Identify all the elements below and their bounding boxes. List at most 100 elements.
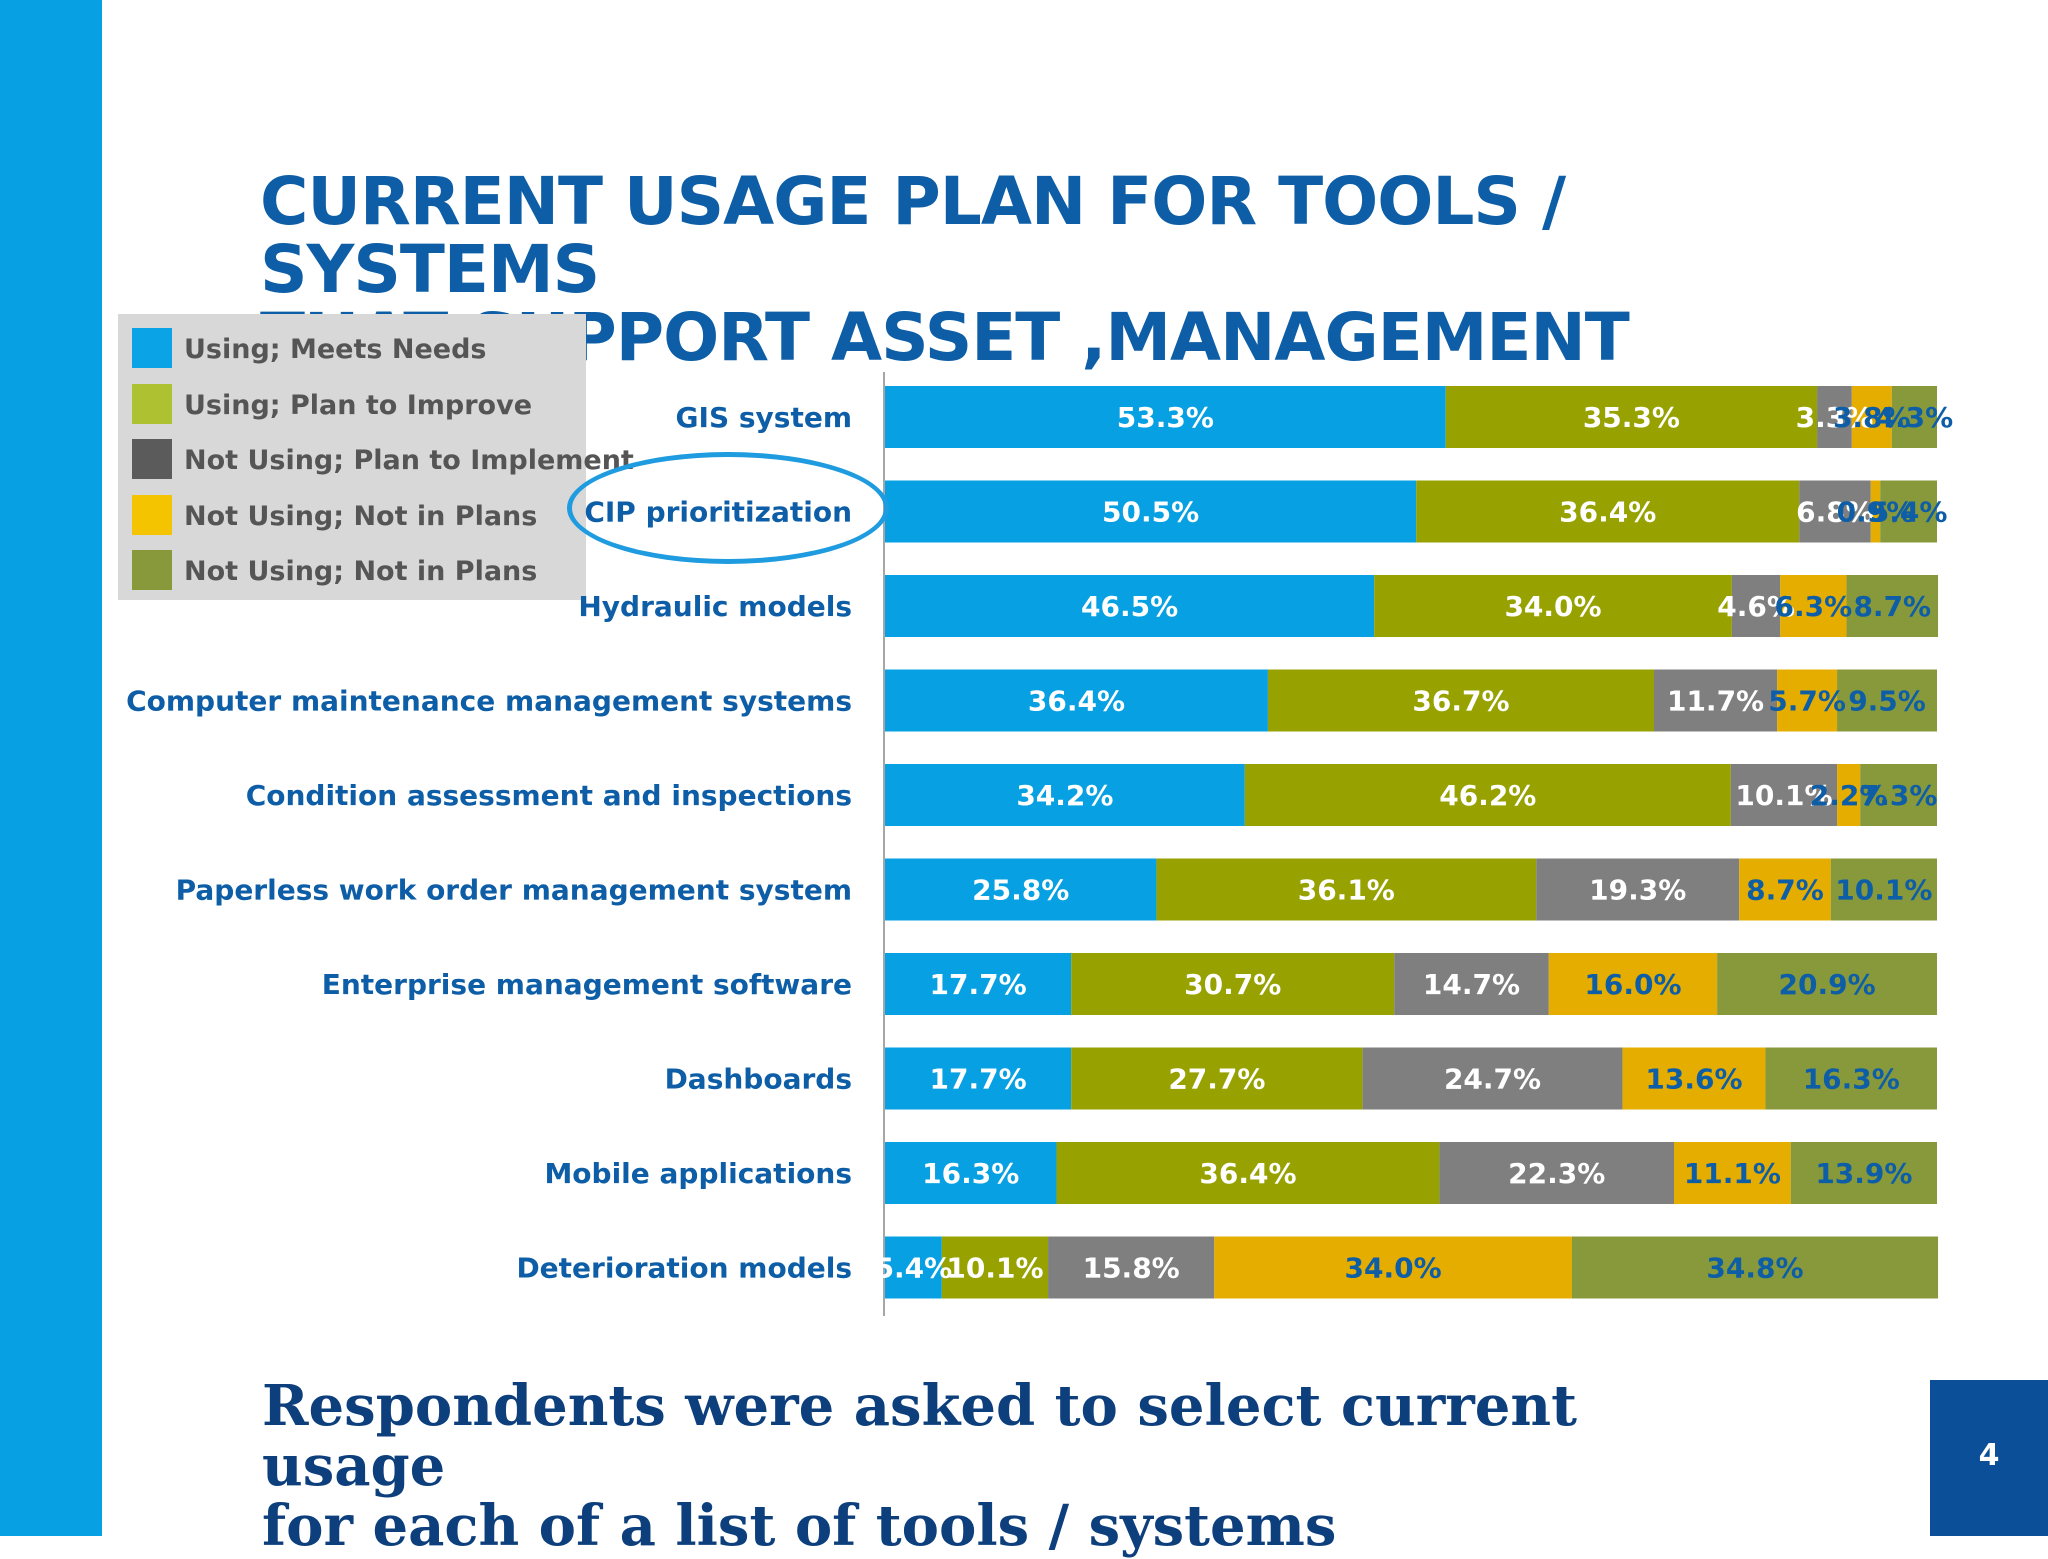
legend-label: Using; Plan to Improve xyxy=(184,390,533,421)
footer-caption-line-2: for each of a list of tools / systems xyxy=(262,1493,1337,1559)
data-label-cip-prioritization-series-2: 36.4% xyxy=(1559,496,1656,529)
footer-caption-line-1: Respondents were asked to select current… xyxy=(262,1373,1577,1499)
data-label-computer-maintenance-management-systems-series-4: 5.7% xyxy=(1768,685,1846,718)
bar-segment-paperless-work-order-management-system-series-2 xyxy=(1156,858,1537,921)
legend-label: Not Using; Not in Plans xyxy=(184,556,538,587)
data-label-enterprise-management-software-series-5: 20.9% xyxy=(1778,968,1875,1001)
bar-segment-deterioration-models-series-5 xyxy=(1571,1236,1939,1299)
data-label-paperless-work-order-management-system-series-4: 8.7% xyxy=(1746,874,1824,907)
category-label-hydraulic-models: Hydraulic models xyxy=(578,590,852,623)
category-label-paperless-work-order-management-system: Paperless work order management system xyxy=(176,874,852,907)
data-label-enterprise-management-software-series-1: 17.7% xyxy=(930,968,1027,1001)
slide-title-line-1: CURRENT USAGE PLAN FOR TOOLS / SYSTEMS xyxy=(260,163,1566,308)
bar-segment-cip-prioritization-series-5 xyxy=(1880,480,1937,543)
bar-segment-mobile-applications-series-5 xyxy=(1790,1142,1937,1204)
data-label-cip-prioritization-series-1: 50.5% xyxy=(1102,496,1199,529)
bar-segment-cip-prioritization-series-3 xyxy=(1799,480,1871,543)
data-label-dashboards-series-2: 27.7% xyxy=(1168,1063,1265,1096)
legend-swatch xyxy=(132,495,172,535)
bar-segment-paperless-work-order-management-system-series-3 xyxy=(1536,858,1740,921)
bar-segment-condition-assessment-and-inspections-series-2 xyxy=(1244,764,1731,826)
data-label-cip-prioritization-series-3: 6.8% xyxy=(1796,496,1874,529)
page-number-box: 4 xyxy=(1930,1380,2048,1536)
bar-segment-condition-assessment-and-inspections-series-1 xyxy=(885,764,1245,826)
bar-segment-mobile-applications-series-1 xyxy=(885,1142,1057,1204)
bar-segment-computer-maintenance-management-systems-series-3 xyxy=(1654,669,1778,732)
category-label-dashboards: Dashboards xyxy=(665,1063,852,1096)
category-label-deterioration-models: Deterioration models xyxy=(516,1252,852,1285)
data-label-condition-assessment-and-inspections-series-5: 7.3% xyxy=(1860,779,1938,812)
data-label-gis-system-series-1: 53.3% xyxy=(1117,401,1214,434)
data-label-hydraulic-models-series-1: 46.5% xyxy=(1081,590,1178,623)
bar-segment-deterioration-models-series-4 xyxy=(1214,1236,1572,1299)
data-label-cip-prioritization-series-5: 5.4% xyxy=(1870,496,1948,529)
bar-segment-hydraulic-models-series-3 xyxy=(1731,575,1781,637)
data-label-deterioration-models-series-2: 10.1% xyxy=(946,1252,1043,1285)
category-label-computer-maintenance-management-systems: Computer maintenance management systems xyxy=(126,685,852,718)
data-label-gis-system-series-4: 3.8% xyxy=(1833,401,1911,434)
data-label-deterioration-models-series-4: 34.0% xyxy=(1345,1252,1442,1285)
data-label-cip-prioritization-series-4: 0.9% xyxy=(1837,496,1915,529)
data-label-computer-maintenance-management-systems-series-5: 9.5% xyxy=(1848,685,1926,718)
data-label-computer-maintenance-management-systems-series-2: 36.7% xyxy=(1412,685,1509,718)
bar-segment-gis-system-series-3 xyxy=(1817,386,1852,448)
left-accent-bar xyxy=(0,0,102,1536)
data-label-dashboards-series-1: 17.7% xyxy=(930,1063,1027,1096)
bar-segment-paperless-work-order-management-system-series-5 xyxy=(1830,858,1937,921)
category-label-mobile-applications: Mobile applications xyxy=(544,1157,852,1190)
data-label-paperless-work-order-management-system-series-5: 10.1% xyxy=(1835,874,1932,907)
bar-segment-cip-prioritization-series-4 xyxy=(1870,480,1881,543)
bar-segment-hydraulic-models-series-1 xyxy=(885,575,1375,637)
data-label-deterioration-models-series-3: 15.8% xyxy=(1083,1252,1180,1285)
bar-segment-mobile-applications-series-3 xyxy=(1439,1142,1674,1204)
data-label-dashboards-series-4: 13.6% xyxy=(1645,1063,1742,1096)
data-label-deterioration-models-series-5: 34.8% xyxy=(1706,1252,1803,1285)
data-label-dashboards-series-3: 24.7% xyxy=(1444,1063,1541,1096)
data-label-mobile-applications-series-4: 11.1% xyxy=(1684,1157,1781,1190)
bar-segment-deterioration-models-series-3 xyxy=(1048,1236,1215,1299)
bar-segment-paperless-work-order-management-system-series-4 xyxy=(1739,858,1831,921)
highlight-ellipse-cip-prioritization xyxy=(567,452,889,564)
data-label-computer-maintenance-management-systems-series-1: 36.4% xyxy=(1028,685,1125,718)
bar-segment-enterprise-management-software-series-3 xyxy=(1394,953,1549,1015)
bar-segment-hydraulic-models-series-2 xyxy=(1374,575,1732,637)
data-label-enterprise-management-software-series-3: 14.7% xyxy=(1423,968,1520,1001)
legend-swatch xyxy=(132,384,172,424)
bar-segment-cip-prioritization-series-2 xyxy=(1416,480,1800,543)
legend-label: Using; Meets Needs xyxy=(184,334,487,365)
bar-segment-hydraulic-models-series-5 xyxy=(1846,575,1939,637)
data-label-gis-system-series-2: 35.3% xyxy=(1583,401,1680,434)
footer-caption: Respondents were asked to select current… xyxy=(262,1376,1762,1556)
legend-swatch xyxy=(132,550,172,590)
bar-segment-hydraulic-models-series-4 xyxy=(1780,575,1847,637)
data-label-condition-assessment-and-inspections-series-3: 10.1% xyxy=(1735,779,1832,812)
data-label-dashboards-series-5: 16.3% xyxy=(1803,1063,1900,1096)
bar-segment-enterprise-management-software-series-1 xyxy=(885,953,1072,1015)
data-label-hydraulic-models-series-2: 34.0% xyxy=(1504,590,1601,623)
bar-segment-computer-maintenance-management-systems-series-2 xyxy=(1267,669,1655,732)
bar-segment-dashboards-series-1 xyxy=(885,1047,1072,1110)
data-label-enterprise-management-software-series-2: 30.7% xyxy=(1184,968,1281,1001)
data-label-computer-maintenance-management-systems-series-3: 11.7% xyxy=(1667,685,1764,718)
data-label-hydraulic-models-series-4: 6.3% xyxy=(1775,590,1853,623)
data-label-gis-system-series-3: 3.3% xyxy=(1796,401,1874,434)
bar-segment-enterprise-management-software-series-5 xyxy=(1717,953,1937,1015)
data-label-hydraulic-models-series-5: 8.7% xyxy=(1853,590,1931,623)
legend-label: Not Using; Not in Plans xyxy=(184,501,538,532)
bar-segment-condition-assessment-and-inspections-series-5 xyxy=(1860,764,1937,826)
data-label-mobile-applications-series-1: 16.3% xyxy=(922,1157,1019,1190)
bar-segment-condition-assessment-and-inspections-series-4 xyxy=(1837,764,1861,826)
bar-segment-condition-assessment-and-inspections-series-3 xyxy=(1730,764,1838,826)
bar-segment-mobile-applications-series-4 xyxy=(1674,1142,1791,1204)
data-label-condition-assessment-and-inspections-series-4: 2.2% xyxy=(1810,779,1888,812)
data-label-condition-assessment-and-inspections-series-2: 46.2% xyxy=(1439,779,1536,812)
bar-segment-enterprise-management-software-series-4 xyxy=(1548,953,1718,1015)
data-label-gis-system-series-5: 4.3% xyxy=(1876,401,1954,434)
legend-swatch xyxy=(132,439,172,479)
data-label-paperless-work-order-management-system-series-3: 19.3% xyxy=(1589,874,1686,907)
bar-segment-mobile-applications-series-2 xyxy=(1056,1142,1440,1204)
data-label-paperless-work-order-management-system-series-1: 25.8% xyxy=(972,874,1069,907)
bar-segment-dashboards-series-2 xyxy=(1071,1047,1363,1110)
data-label-enterprise-management-software-series-4: 16.0% xyxy=(1584,968,1681,1001)
